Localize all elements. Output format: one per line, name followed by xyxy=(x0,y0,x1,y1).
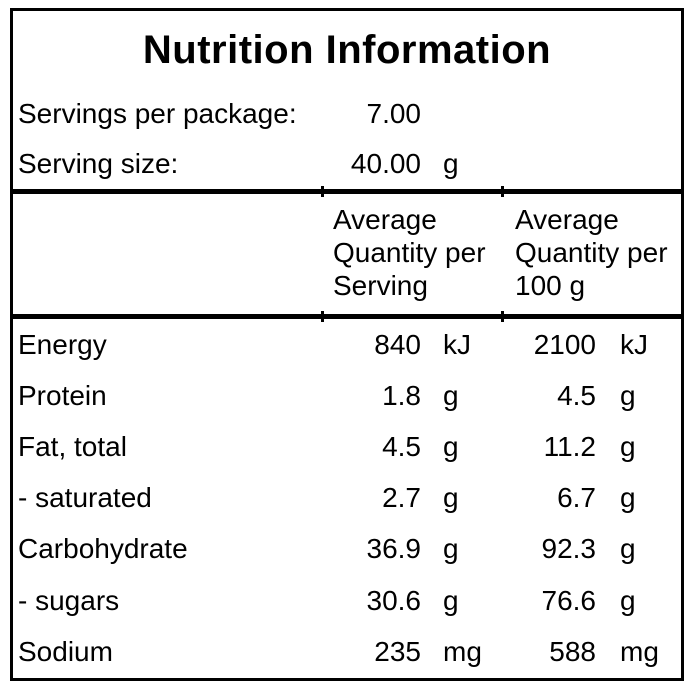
nutrient-row-sugars: - sugars 30.6 g 76.6 g xyxy=(13,575,681,626)
per-100g-unit: g xyxy=(620,430,636,462)
per-100g-value: 11.2 xyxy=(543,430,596,462)
servings-per-package-row: Servings per package: 7.00 xyxy=(13,89,681,139)
nutrient-name: Protein xyxy=(18,379,107,411)
per-100g-unit: g xyxy=(620,379,636,411)
column-divider-tick xyxy=(321,311,324,322)
table-header-row: Average Quantity per Serving Average Qua… xyxy=(13,194,681,314)
serving-unit: kJ xyxy=(443,328,471,360)
label-title: Nutrition Information xyxy=(142,28,552,72)
per-100g-value: 6.7 xyxy=(557,482,596,514)
column-divider-tick xyxy=(321,186,324,197)
serving-value: 1.8 xyxy=(382,379,421,411)
nutrient-name: Sodium xyxy=(18,635,113,667)
serving-size-unit: g xyxy=(443,148,459,179)
nutrient-name: Energy xyxy=(18,328,107,360)
serving-unit: g xyxy=(443,482,459,514)
header-bottom-rule xyxy=(13,311,681,322)
per-100g-unit: kJ xyxy=(620,328,648,360)
column-divider-tick xyxy=(501,311,504,322)
per-100g-value: 92.3 xyxy=(541,533,597,565)
nutrient-name: Carbohydrate xyxy=(18,533,188,565)
serving-unit: g xyxy=(443,430,459,462)
serving-size-row: Serving size: 40.00 g xyxy=(13,139,681,189)
serving-value: 4.5 xyxy=(382,430,421,462)
column-header-per-100g: Average Quantity per 100 g xyxy=(515,204,668,301)
servings-per-package-label: Servings per package: xyxy=(18,98,297,129)
servings-per-package-value: 7.00 xyxy=(366,98,422,129)
nutrient-row-saturated-fat: - saturated 2.7 g 6.7 g xyxy=(13,473,681,524)
serving-unit: g xyxy=(443,533,459,565)
nutrient-name: - sugars xyxy=(18,584,120,616)
serving-size-label: Serving size: xyxy=(18,148,179,179)
serving-size-value: 40.00 xyxy=(350,148,421,179)
per-100g-value: 4.5 xyxy=(557,379,596,411)
serving-unit: g xyxy=(443,584,459,616)
per-100g-unit: mg xyxy=(620,635,659,667)
per-100g-value: 2100 xyxy=(533,328,596,360)
header-top-rule xyxy=(13,186,681,197)
nutrient-row-sodium: Sodium 235 mg 588 mg xyxy=(13,626,681,677)
serving-value: 235 xyxy=(374,635,421,667)
serving-value: 30.6 xyxy=(366,584,422,616)
nutrient-name: Fat, total xyxy=(18,430,127,462)
serving-value: 36.9 xyxy=(366,533,422,565)
column-header-per-serving: Average Quantity per Serving xyxy=(333,204,486,301)
serving-value: 2.7 xyxy=(382,482,421,514)
per-100g-value: 588 xyxy=(549,635,596,667)
serving-unit: mg xyxy=(443,635,482,667)
nutrient-name: - saturated xyxy=(18,482,152,514)
serving-value: 840 xyxy=(374,328,421,360)
per-100g-unit: g xyxy=(620,482,636,514)
per-100g-unit: g xyxy=(620,533,636,565)
serving-unit: g xyxy=(443,379,459,411)
per-100g-value: 76.6 xyxy=(541,584,597,616)
nutrition-label: Nutrition Information Servings per packa… xyxy=(10,8,684,681)
nutrient-row-carbohydrate: Carbohydrate 36.9 g 92.3 g xyxy=(13,524,681,575)
nutrient-row-energy: Energy 840 kJ 2100 kJ xyxy=(13,319,681,370)
per-100g-unit: g xyxy=(620,584,636,616)
nutrient-row-protein: Protein 1.8 g 4.5 g xyxy=(13,370,681,421)
column-divider-tick xyxy=(501,186,504,197)
nutrient-row-fat-total: Fat, total 4.5 g 11.2 g xyxy=(13,421,681,472)
